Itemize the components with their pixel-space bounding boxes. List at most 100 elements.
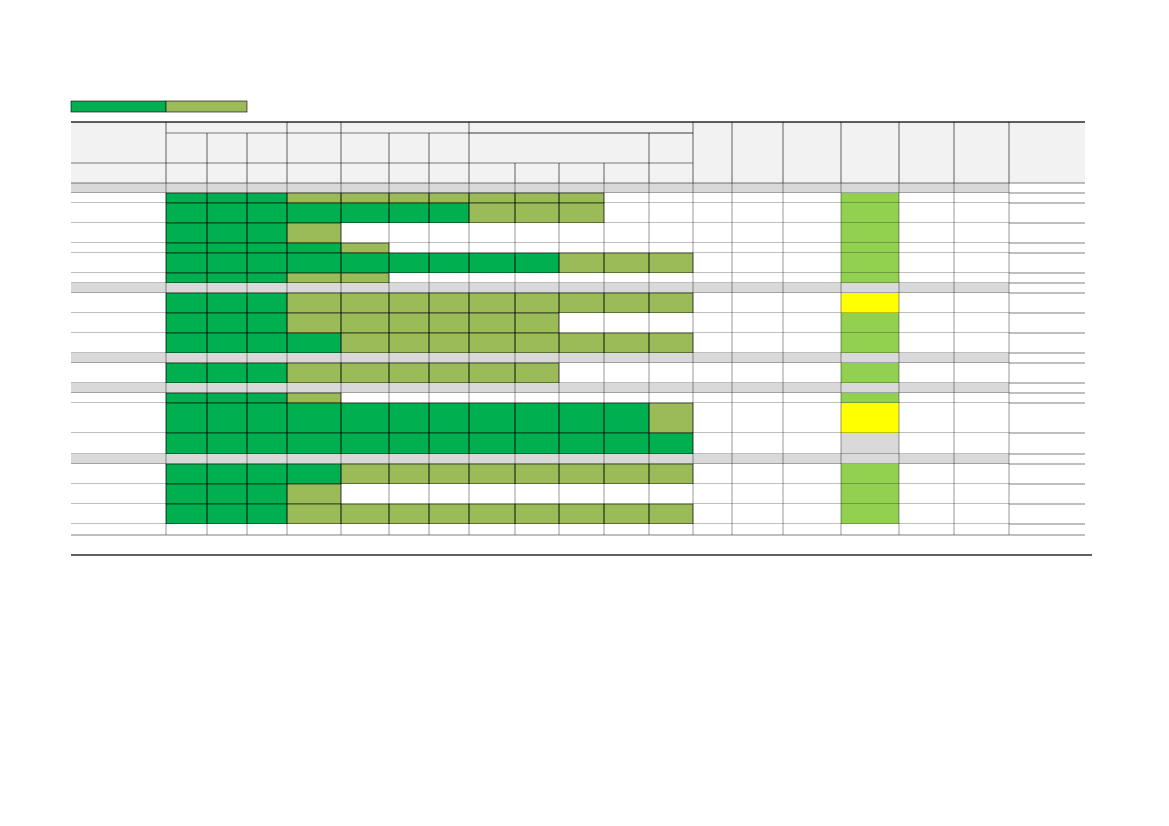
cell bbox=[899, 403, 954, 433]
status-cell bbox=[841, 203, 899, 223]
cell bbox=[287, 203, 341, 223]
cell bbox=[649, 243, 693, 253]
cell bbox=[559, 433, 604, 454]
cell bbox=[693, 193, 732, 203]
cell bbox=[207, 273, 247, 283]
cell bbox=[899, 183, 954, 193]
cell bbox=[515, 454, 559, 464]
cell bbox=[604, 183, 649, 193]
cell bbox=[899, 273, 954, 283]
cell bbox=[207, 293, 247, 313]
cell bbox=[515, 504, 559, 524]
cell bbox=[71, 293, 166, 313]
cell bbox=[389, 253, 429, 273]
cell bbox=[389, 433, 429, 454]
cell bbox=[604, 203, 649, 223]
cell bbox=[287, 183, 341, 193]
cell bbox=[954, 333, 1009, 353]
cell bbox=[732, 243, 783, 253]
cell bbox=[649, 504, 693, 524]
cell bbox=[389, 223, 429, 243]
cell bbox=[649, 223, 693, 243]
cell bbox=[559, 313, 604, 333]
cell bbox=[341, 243, 389, 253]
cell bbox=[71, 454, 166, 464]
cell bbox=[515, 293, 559, 313]
cell bbox=[604, 193, 649, 203]
cell bbox=[954, 403, 1009, 433]
cell bbox=[429, 313, 469, 333]
cell bbox=[899, 223, 954, 243]
cell bbox=[604, 223, 649, 243]
cell bbox=[954, 223, 1009, 243]
cell bbox=[71, 353, 166, 363]
cell bbox=[207, 243, 247, 253]
cell bbox=[71, 243, 166, 253]
cell bbox=[649, 283, 693, 293]
cell bbox=[71, 223, 166, 243]
cell bbox=[515, 464, 559, 484]
cell bbox=[207, 403, 247, 433]
cell bbox=[71, 433, 166, 454]
cell bbox=[732, 524, 783, 535]
cell bbox=[649, 313, 693, 333]
cell bbox=[693, 454, 732, 464]
cell bbox=[604, 253, 649, 273]
cell bbox=[247, 223, 287, 243]
cell bbox=[783, 273, 841, 283]
cell bbox=[604, 403, 649, 433]
cell bbox=[247, 203, 287, 223]
cell bbox=[899, 393, 954, 403]
cell bbox=[341, 464, 389, 484]
cell bbox=[207, 383, 247, 393]
cell bbox=[899, 333, 954, 353]
cell bbox=[693, 293, 732, 313]
cell bbox=[604, 353, 649, 363]
cell bbox=[389, 353, 429, 363]
cell bbox=[732, 383, 783, 393]
cell bbox=[783, 253, 841, 273]
cell bbox=[71, 504, 166, 524]
cell bbox=[429, 524, 469, 535]
cell bbox=[287, 193, 341, 203]
cell bbox=[559, 283, 604, 293]
cell bbox=[515, 383, 559, 393]
cell bbox=[287, 283, 341, 293]
cell bbox=[166, 353, 207, 363]
status-cell bbox=[841, 283, 899, 293]
cell bbox=[287, 293, 341, 313]
cell bbox=[783, 203, 841, 223]
cell bbox=[469, 393, 515, 403]
cell bbox=[954, 363, 1009, 383]
cell bbox=[389, 403, 429, 433]
cell bbox=[429, 273, 469, 283]
cell bbox=[389, 484, 429, 504]
cell bbox=[389, 283, 429, 293]
cell bbox=[649, 454, 693, 464]
cell bbox=[732, 363, 783, 383]
cell bbox=[515, 333, 559, 353]
cell bbox=[389, 454, 429, 464]
cell bbox=[166, 393, 207, 403]
cell bbox=[287, 353, 341, 363]
cell bbox=[207, 253, 247, 273]
cell bbox=[247, 484, 287, 504]
cell bbox=[389, 333, 429, 353]
cell bbox=[469, 484, 515, 504]
cell bbox=[649, 484, 693, 504]
cell bbox=[515, 283, 559, 293]
cell bbox=[954, 283, 1009, 293]
cell bbox=[71, 313, 166, 333]
cell bbox=[341, 313, 389, 333]
cell bbox=[515, 403, 559, 433]
cell bbox=[71, 363, 166, 383]
cell bbox=[732, 253, 783, 273]
cell bbox=[693, 383, 732, 393]
cell bbox=[247, 464, 287, 484]
cell bbox=[515, 313, 559, 333]
cell bbox=[783, 363, 841, 383]
status-cell bbox=[841, 193, 899, 203]
cell bbox=[649, 253, 693, 273]
cell bbox=[429, 243, 469, 253]
cell bbox=[732, 293, 783, 313]
